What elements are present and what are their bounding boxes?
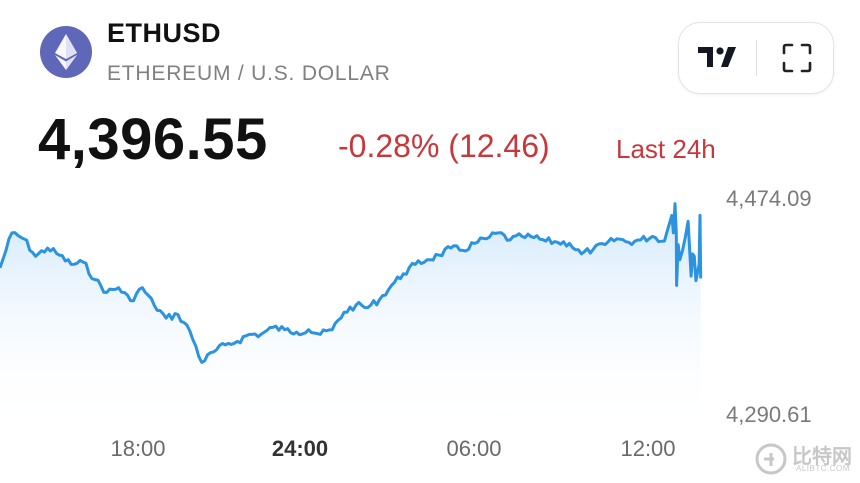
asset-header: ETHUSD ETHEREUM / U.S. DOLLAR [0, 0, 860, 100]
x-axis-tick-label: 06:00 [446, 436, 502, 461]
asset-pair-name: ETHEREUM / U.S. DOLLAR [107, 62, 391, 85]
fullscreen-icon[interactable] [782, 43, 812, 78]
watermark: 比特网 ALIBTC.COM [752, 440, 856, 478]
price-chart[interactable] [0, 190, 720, 430]
y-axis-max-label: 4,474.09 [726, 186, 812, 211]
watermark-text: 比特网 [792, 446, 852, 468]
x-axis-tick-label: 18:00 [110, 436, 166, 461]
price-line [0, 202, 703, 364]
chart-toolbar [678, 22, 834, 94]
change-period: Last 24h [616, 134, 716, 164]
price-change: -0.28% (12.46) [338, 128, 550, 164]
tradingview-icon[interactable] [697, 42, 739, 77]
price-area-fill [0, 203, 701, 430]
x-axis-tick-label: 12:00 [620, 436, 676, 461]
ethereum-icon [40, 26, 92, 78]
asset-symbol: ETHUSD [107, 18, 222, 48]
watermark-subtext: ALIBTC.COM [796, 464, 850, 473]
x-axis-tick-label: 24:00 [271, 436, 329, 461]
toolbar-divider [756, 40, 757, 76]
y-axis-min-label: 4,290.61 [726, 402, 812, 427]
watermark-logo-icon [755, 443, 787, 475]
current-price: 4,396.55 [38, 107, 268, 172]
